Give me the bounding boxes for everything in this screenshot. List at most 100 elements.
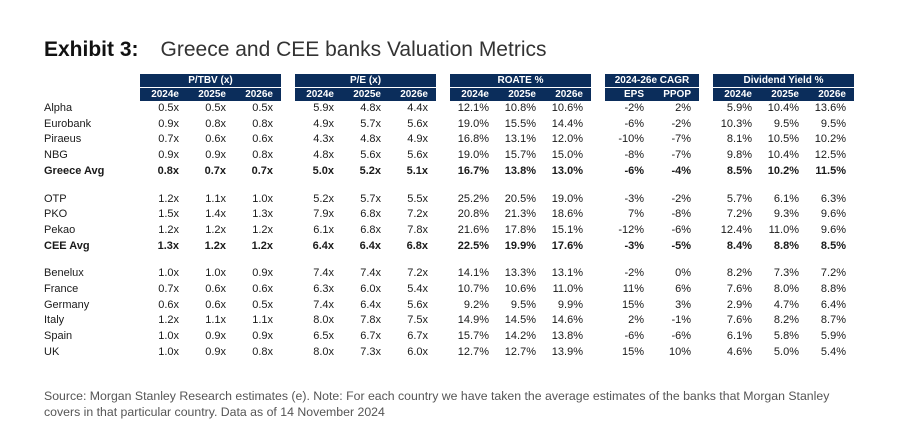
- value-cell: 5.7x: [360, 117, 381, 130]
- value-cell: 1.2x: [158, 223, 179, 236]
- value-cell: 5.9%: [820, 330, 846, 343]
- group-gap: [591, 74, 605, 88]
- column-header: 2025e: [187, 87, 234, 101]
- value-cell: 1.1x: [252, 314, 273, 327]
- value-cell: 6%: [675, 283, 691, 296]
- value-cell: 1.5x: [158, 208, 179, 221]
- value-cell: 5.7x: [360, 192, 381, 205]
- value-cell: 12.7%: [457, 345, 489, 358]
- group-gap: [591, 282, 605, 298]
- value-cell: 6.8x: [406, 239, 428, 252]
- value-cell: 13.8%: [551, 330, 583, 343]
- bank-name: Greece Avg: [44, 164, 105, 177]
- group-gap: [699, 297, 713, 314]
- value-cell: -5%: [671, 239, 691, 252]
- value-cell: 7.3x: [360, 345, 381, 358]
- value-cell: 19.9%: [504, 239, 536, 252]
- row-spacer: [44, 254, 854, 266]
- value-cell: 9.6%: [820, 223, 846, 236]
- group-gap: [281, 101, 295, 117]
- table-row: Eurobank 0.9x 0.8x 0.8x 4.9x 5.7x 5.6x 19.0% 15.…: [44, 116, 854, 133]
- value-cell: 5.8%: [773, 330, 799, 343]
- value-cell: 1.0x: [205, 267, 226, 280]
- table-row: Spain 1.0x 0.9x 0.9x 6.5x 6.7x 6.7x 15.7% 14.2% 1…: [44, 329, 854, 345]
- value-cell: 10%: [668, 345, 691, 358]
- group-gap: [699, 148, 713, 164]
- group-gap: [436, 116, 450, 133]
- value-cell: 17.8%: [504, 223, 536, 236]
- value-cell: -2%: [671, 192, 691, 205]
- value-cell: 10.2%: [767, 164, 799, 177]
- group-gap: [591, 191, 605, 208]
- value-cell: 21.3%: [504, 208, 536, 221]
- value-cell: 1.0x: [158, 267, 179, 280]
- value-cell: 5.5x: [407, 192, 428, 205]
- exhibit-number: Exhibit 3:: [44, 38, 139, 61]
- value-cell: 1.1x: [205, 192, 226, 205]
- value-cell: 14.5%: [504, 314, 536, 327]
- table-row: Piraeus 0.7x 0.6x 0.6x 4.3x 4.8x 4.9x 16.8% 13.1…: [44, 132, 854, 149]
- value-cell: 0.8x: [205, 117, 226, 130]
- group-gap: [591, 266, 605, 283]
- exhibit-subtitle: Greece and CEE banks Valuation Metrics: [160, 38, 547, 61]
- group-gap: [699, 74, 713, 88]
- group-gap: [436, 132, 450, 149]
- value-cell: 10.8%: [504, 102, 536, 114]
- value-cell: 6.3%: [820, 192, 846, 205]
- spacer-cell: [44, 180, 854, 192]
- value-cell: 5.4%: [820, 345, 846, 358]
- value-cell: 4.9x: [407, 133, 428, 146]
- value-cell: -12%: [618, 223, 644, 236]
- value-cell: 19.0%: [457, 117, 489, 130]
- value-cell: -2%: [624, 267, 644, 280]
- value-cell: 1.1x: [205, 314, 226, 327]
- bank-name: France: [44, 283, 79, 296]
- table-row: Italy 1.2x 1.1x 1.1x 8.0x 7.8x 7.5x 14.9% 14.5% 1…: [44, 313, 854, 330]
- value-cell: 7.6%: [726, 283, 752, 296]
- value-cell: 6.4x: [360, 298, 381, 311]
- value-cell: 10.7%: [457, 283, 489, 296]
- value-cell: -2%: [671, 117, 691, 130]
- value-cell: 5.4x: [407, 283, 428, 296]
- value-cell: 7.3%: [773, 267, 799, 280]
- value-cell: 1.2x: [204, 239, 226, 252]
- value-cell: 6.5x: [313, 330, 334, 343]
- value-cell: 3%: [675, 298, 691, 311]
- value-cell: 9.5%: [773, 117, 799, 130]
- value-cell: 0.5x: [252, 102, 273, 114]
- bank-name: PKO: [44, 208, 68, 221]
- value-cell: 4.8x: [313, 149, 334, 162]
- value-cell: 0.5x: [158, 102, 179, 114]
- value-cell: 2.9%: [726, 298, 752, 311]
- value-cell: 0.6x: [158, 298, 179, 311]
- group-gap: [699, 222, 713, 239]
- group-gap: [591, 297, 605, 314]
- value-cell: 21.6%: [457, 223, 489, 236]
- value-cell: 10.2%: [814, 133, 846, 146]
- value-cell: 18.6%: [551, 208, 583, 221]
- value-cell: 8.7%: [820, 314, 846, 327]
- group-gap: [699, 101, 713, 117]
- column-header: 2025e: [342, 87, 389, 101]
- group-gap: [281, 191, 295, 208]
- value-cell: 6.4x: [359, 239, 381, 252]
- value-cell: 15.7%: [504, 149, 536, 162]
- value-cell: 7.8x: [360, 314, 381, 327]
- group-gap: [436, 238, 450, 255]
- column-header: PPOP: [652, 87, 699, 101]
- value-cell: 0.6x: [252, 133, 273, 146]
- value-cell: 9.6%: [820, 208, 846, 221]
- value-cell: 0.9x: [252, 330, 273, 343]
- value-cell: 15%: [621, 298, 644, 311]
- column-header: EPS: [605, 87, 652, 101]
- value-cell: -4%: [671, 164, 691, 177]
- group-gap: [436, 344, 450, 361]
- value-cell: 17.6%: [551, 239, 583, 252]
- group-gap: [436, 148, 450, 164]
- value-cell: 9.3%: [773, 208, 799, 221]
- value-cell: 8.0%: [773, 283, 799, 296]
- value-cell: 6.4%: [820, 298, 846, 311]
- value-cell: 6.0x: [360, 283, 381, 296]
- average-row: Greece Avg 0.8x 0.7x 0.7x 5.0x 5.2x 5.1x 16.7% 1…: [44, 163, 854, 180]
- value-cell: 4.9x: [313, 117, 334, 130]
